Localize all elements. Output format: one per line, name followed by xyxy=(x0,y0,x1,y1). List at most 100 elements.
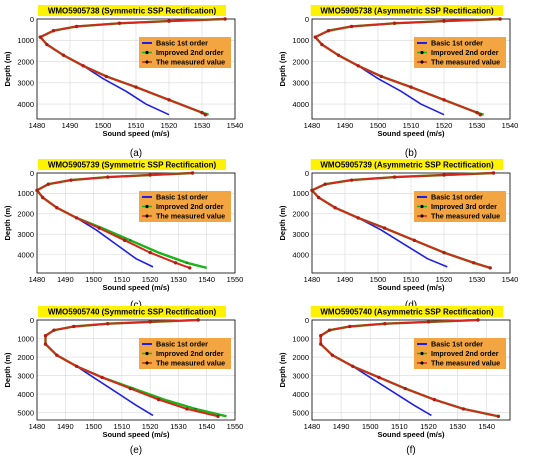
data-point xyxy=(316,195,321,200)
plot-frame xyxy=(311,172,511,274)
data-point xyxy=(327,328,332,332)
y-tick-label: 2000 xyxy=(17,57,34,66)
series-line-measured xyxy=(310,172,494,269)
y-axis-label: Depth (m) xyxy=(3,51,12,86)
data-point xyxy=(348,324,352,329)
legend-swatch-marker xyxy=(145,204,149,209)
data-point xyxy=(74,216,79,220)
x-tick-label: 1510 xyxy=(403,121,420,130)
data-point xyxy=(38,35,42,39)
data-point xyxy=(476,318,480,322)
data-point xyxy=(43,342,48,346)
data-point xyxy=(461,407,466,411)
legend-entry: The measured value xyxy=(431,58,500,67)
y-tick-label: 3000 xyxy=(292,230,309,239)
data-point xyxy=(148,320,152,324)
series-line-measured xyxy=(44,319,219,418)
legend-entry: Basic 1st order xyxy=(431,340,483,349)
data-point xyxy=(392,21,397,25)
panel-label: (c) xyxy=(130,300,142,311)
legend-swatch-marker xyxy=(420,60,424,64)
data-point xyxy=(45,42,49,47)
panel-d: 1480 1490 1500 1510 1520 1530 1540 0 1000 2000 300… xyxy=(278,159,518,311)
panel-title: WMO5905739 (Asymmetric SSP Rectification… xyxy=(320,161,494,170)
y-tick-label: 2000 xyxy=(292,210,309,219)
data-point xyxy=(194,407,197,411)
panel-a: 1480 1490 1500 1510 1520 1530 1540 0 1000 2000 300… xyxy=(3,5,243,159)
y-tick-label: 0 xyxy=(30,15,34,24)
y-tick-label: 0 xyxy=(305,169,309,178)
y-tick-label: 4000 xyxy=(292,100,309,109)
data-point xyxy=(442,173,446,177)
panel-label: (d) xyxy=(405,300,417,311)
y-axis-label: Depth (m) xyxy=(278,51,287,86)
series-line-measured xyxy=(313,18,501,116)
y-tick-label: 4000 xyxy=(17,390,34,399)
plot-frame xyxy=(36,18,236,120)
y-tick-label: 3000 xyxy=(17,371,34,380)
data-point xyxy=(409,85,413,89)
x-tick-label: 1520 xyxy=(142,422,159,431)
legend-background xyxy=(139,37,231,68)
x-tick-label: 1520 xyxy=(142,275,159,284)
legend-background xyxy=(414,191,506,222)
x-tick-label: 1500 xyxy=(370,275,387,284)
legend-swatch-marker xyxy=(145,351,149,356)
legend-entry: The measured value xyxy=(431,359,500,368)
data-point xyxy=(432,397,436,402)
plot-frame xyxy=(36,319,236,421)
panel-b: 1480 1490 1500 1510 1520 1530 1540 0 1000 2000 300… xyxy=(278,5,518,159)
data-point xyxy=(55,205,59,210)
data-point xyxy=(442,19,446,23)
data-point xyxy=(320,42,324,47)
series-line-measured xyxy=(35,172,193,269)
x-tick-label: 1500 xyxy=(370,121,387,130)
x-tick-label: 1480 xyxy=(304,275,321,284)
data-point xyxy=(349,24,354,29)
y-tick-label: 0 xyxy=(305,316,309,325)
x-tick-label: 1540 xyxy=(478,422,495,431)
data-point xyxy=(310,188,314,193)
x-tick-label: 1480 xyxy=(29,422,46,431)
x-tick-label: 1520 xyxy=(161,121,178,130)
data-point xyxy=(475,110,479,115)
data-point xyxy=(51,29,56,33)
y-tick-label: 3000 xyxy=(292,371,309,380)
title-background xyxy=(310,306,504,317)
data-point xyxy=(167,98,171,102)
data-point xyxy=(379,74,383,79)
data-point xyxy=(442,98,446,102)
data-point xyxy=(488,266,492,270)
x-tick-label: 1520 xyxy=(420,422,437,431)
plot-frame xyxy=(36,172,236,274)
data-point xyxy=(97,226,101,230)
x-tick-label: 1490 xyxy=(57,275,74,284)
legend-swatch-marker xyxy=(420,351,424,356)
plot-frame xyxy=(311,18,511,120)
data-point xyxy=(106,322,110,326)
y-tick-label: 0 xyxy=(305,15,309,24)
data-point xyxy=(81,64,85,68)
x-tick-label: 1530 xyxy=(170,422,187,431)
x-axis-label: Sound speed (m/s) xyxy=(102,283,170,292)
legend-entry: The measured value xyxy=(156,212,225,221)
x-tick-label: 1480 xyxy=(304,422,321,431)
data-point xyxy=(478,113,482,117)
panel-label: (e) xyxy=(130,445,142,456)
data-point xyxy=(104,74,109,79)
panel-e: 1480 1490 1500 1510 1520 1530 1540 1550 0 1000 200… xyxy=(3,306,243,456)
legend-entry: Improved 2nd order xyxy=(156,349,224,358)
legend-swatch-marker xyxy=(420,204,424,209)
panel-label: (f) xyxy=(406,445,415,456)
x-tick-label: 1530 xyxy=(469,275,486,284)
legend-entry: Improved 2nd order xyxy=(156,202,224,211)
legend-swatch-marker xyxy=(420,214,424,218)
x-tick-label: 1490 xyxy=(337,275,354,284)
data-point xyxy=(46,182,51,186)
data-point xyxy=(74,24,79,29)
data-point xyxy=(40,195,45,200)
